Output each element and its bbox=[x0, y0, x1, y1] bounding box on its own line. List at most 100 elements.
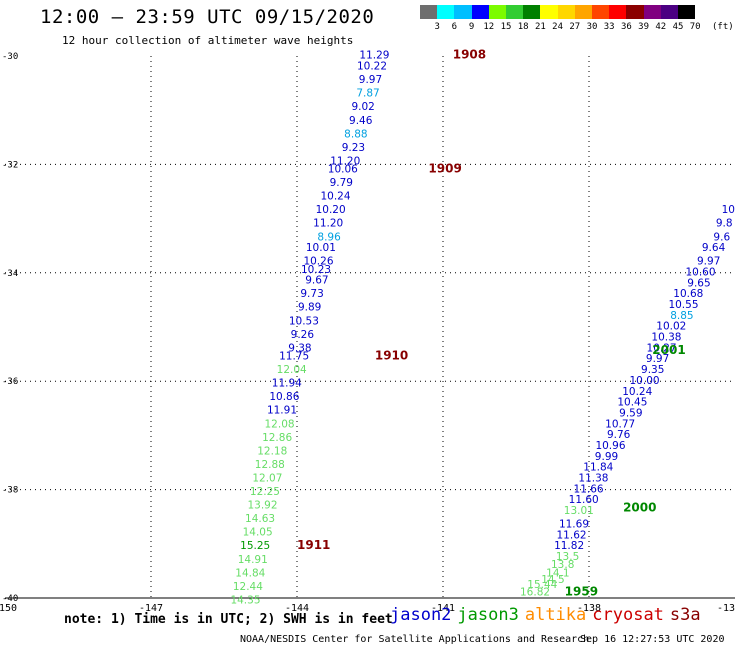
wave-height-value: 14.5 bbox=[541, 574, 564, 586]
y-tick-label: -40 bbox=[2, 594, 18, 604]
color-scale-label: 27 bbox=[569, 22, 581, 32]
color-scale-swatch bbox=[523, 5, 541, 19]
color-scale-swatch bbox=[420, 5, 438, 19]
wave-height-value: 14.63 bbox=[245, 513, 275, 525]
legend-entry-jason2: jason2 bbox=[390, 605, 452, 625]
color-scale-label: 18 bbox=[517, 22, 529, 32]
wave-height-value: 10.20 bbox=[316, 204, 346, 216]
wave-height-value: 16.82 bbox=[520, 586, 550, 598]
wave-height-value: 9.46 bbox=[349, 115, 373, 127]
wave-height-value: 10.24 bbox=[622, 386, 652, 398]
wave-height-value: 11.91 bbox=[267, 405, 297, 417]
wave-height-value: 12.86 bbox=[262, 432, 292, 444]
color-scale-label: 24 bbox=[552, 22, 564, 32]
color-scale-label: 6 bbox=[451, 22, 458, 32]
y-tick-label: -38 bbox=[2, 486, 18, 496]
color-scale-swatch bbox=[660, 5, 678, 19]
wave-height-value: 11.60 bbox=[569, 494, 599, 506]
wave-height-value: 11.69 bbox=[559, 519, 589, 531]
wave-height-value: 10.86 bbox=[269, 391, 299, 403]
wave-height-value: 9.89 bbox=[298, 302, 321, 314]
wave-height-value: 11.62 bbox=[557, 529, 587, 541]
color-scale-swatch bbox=[574, 5, 592, 19]
wave-height-value: 11.94 bbox=[272, 378, 302, 390]
wave-height-value: 13.8 bbox=[551, 559, 574, 571]
wave-height-value: 9.79 bbox=[330, 177, 353, 189]
wave-height-value: 8.85 bbox=[670, 310, 693, 322]
wave-height-value: 14.35 bbox=[230, 594, 260, 606]
y-tick-label: -32 bbox=[2, 160, 18, 170]
color-scale-label: 70 bbox=[689, 22, 701, 32]
track-time-label: 1911 bbox=[297, 538, 330, 552]
x-tick-label: -138 bbox=[577, 603, 601, 614]
wave-height-value: 9.73 bbox=[300, 288, 323, 300]
color-scale-swatch bbox=[540, 5, 558, 19]
wave-height-value: 12.25 bbox=[250, 486, 280, 498]
wave-height-value: 9.97 bbox=[697, 256, 720, 268]
wave-height-value: 8.96 bbox=[317, 231, 341, 243]
color-scale-label: 33 bbox=[603, 22, 615, 32]
wave-height-value: 13.5 bbox=[556, 551, 579, 563]
wave-height-value: 10.23 bbox=[301, 264, 331, 276]
generated-timestamp: Sep 16 12:27:53 UTC 2020 bbox=[580, 634, 725, 645]
wave-height-value: 9.99 bbox=[595, 451, 618, 463]
wave-height-value: 13.92 bbox=[247, 500, 277, 512]
wave-height-value: 10.38 bbox=[651, 332, 681, 344]
wave-height-value: 12.88 bbox=[255, 459, 285, 471]
x-tick-label: -141 bbox=[431, 603, 455, 614]
wave-height-value: 10.24 bbox=[320, 191, 350, 203]
color-scale-swatch bbox=[506, 5, 524, 19]
wave-height-value: 12.08 bbox=[265, 418, 295, 430]
y-tick-label: -34 bbox=[2, 269, 18, 279]
track-time-label: 2000 bbox=[623, 500, 656, 514]
credit-line: NOAA/NESDIS Center for Satellite Applica… bbox=[240, 634, 590, 645]
legend-entry-altika: altika bbox=[524, 605, 587, 625]
color-scale-swatch bbox=[454, 5, 472, 19]
wave-height-value: 9.97 bbox=[646, 353, 669, 365]
wave-height-value: 9.76 bbox=[607, 429, 631, 441]
wave-height-value: 10.00 bbox=[630, 375, 660, 387]
wave-height-value: 10.22 bbox=[357, 61, 387, 73]
wave-height-value: 10.27 bbox=[647, 342, 677, 354]
wave-height-value: 9.38 bbox=[288, 342, 311, 354]
legend-entry-cryosat: cryosat bbox=[592, 605, 664, 625]
footnote: note: 1) Time is in UTC; 2) SWH is in fe… bbox=[64, 612, 393, 627]
wave-height-value: 9.35 bbox=[641, 364, 664, 376]
track-time-label: 1908 bbox=[453, 48, 486, 62]
wave-height-value: 14.91 bbox=[238, 554, 268, 566]
color-scale-label: 15 bbox=[500, 22, 512, 32]
track-time-label: 1959 bbox=[565, 584, 598, 598]
wave-height-value: 10 bbox=[722, 204, 735, 216]
y-tick-label: -30 bbox=[2, 52, 18, 62]
wave-height-value: 11.29 bbox=[359, 50, 389, 62]
x-tick-label: -150 bbox=[0, 603, 17, 614]
legend-entry-jason3: jason3 bbox=[457, 605, 519, 625]
color-scale-swatch bbox=[678, 5, 696, 19]
wave-height-value: 10.77 bbox=[605, 418, 635, 430]
wave-height-value: 9.97 bbox=[359, 74, 382, 86]
wave-height-value: 10.55 bbox=[668, 299, 698, 311]
wave-height-value: 10.26 bbox=[303, 256, 333, 268]
wave-height-value: 11.20 bbox=[330, 155, 360, 167]
track-time-label: 1910 bbox=[375, 349, 408, 363]
color-scale-label: 42 bbox=[655, 22, 667, 32]
wave-height-value: 11.66 bbox=[574, 483, 604, 495]
color-scale-label: 3 bbox=[434, 22, 440, 32]
wave-height-value: 10.60 bbox=[685, 267, 715, 279]
wave-height-value: 9.59 bbox=[619, 407, 642, 419]
color-scale-label: 45 bbox=[672, 22, 684, 32]
wave-height-value: 10.68 bbox=[673, 288, 703, 300]
wave-height-value: 7.87 bbox=[356, 88, 379, 100]
wave-height-value: 14.1 bbox=[546, 567, 569, 579]
track-time-label: 1909 bbox=[428, 162, 461, 176]
page-subtitle: 12 hour collection of altimeter wave hei… bbox=[62, 34, 354, 47]
track-time-label: 2001 bbox=[652, 343, 685, 357]
wave-height-value: 9.6 bbox=[713, 231, 730, 243]
wave-height-value: 10.01 bbox=[306, 242, 336, 254]
color-scale-swatch bbox=[557, 5, 575, 19]
wave-height-value: 10.06 bbox=[328, 164, 358, 176]
color-scale-label: 12 bbox=[483, 22, 495, 32]
wave-height-value: 10.45 bbox=[617, 397, 647, 409]
wave-height-value: 9.64 bbox=[702, 242, 726, 254]
